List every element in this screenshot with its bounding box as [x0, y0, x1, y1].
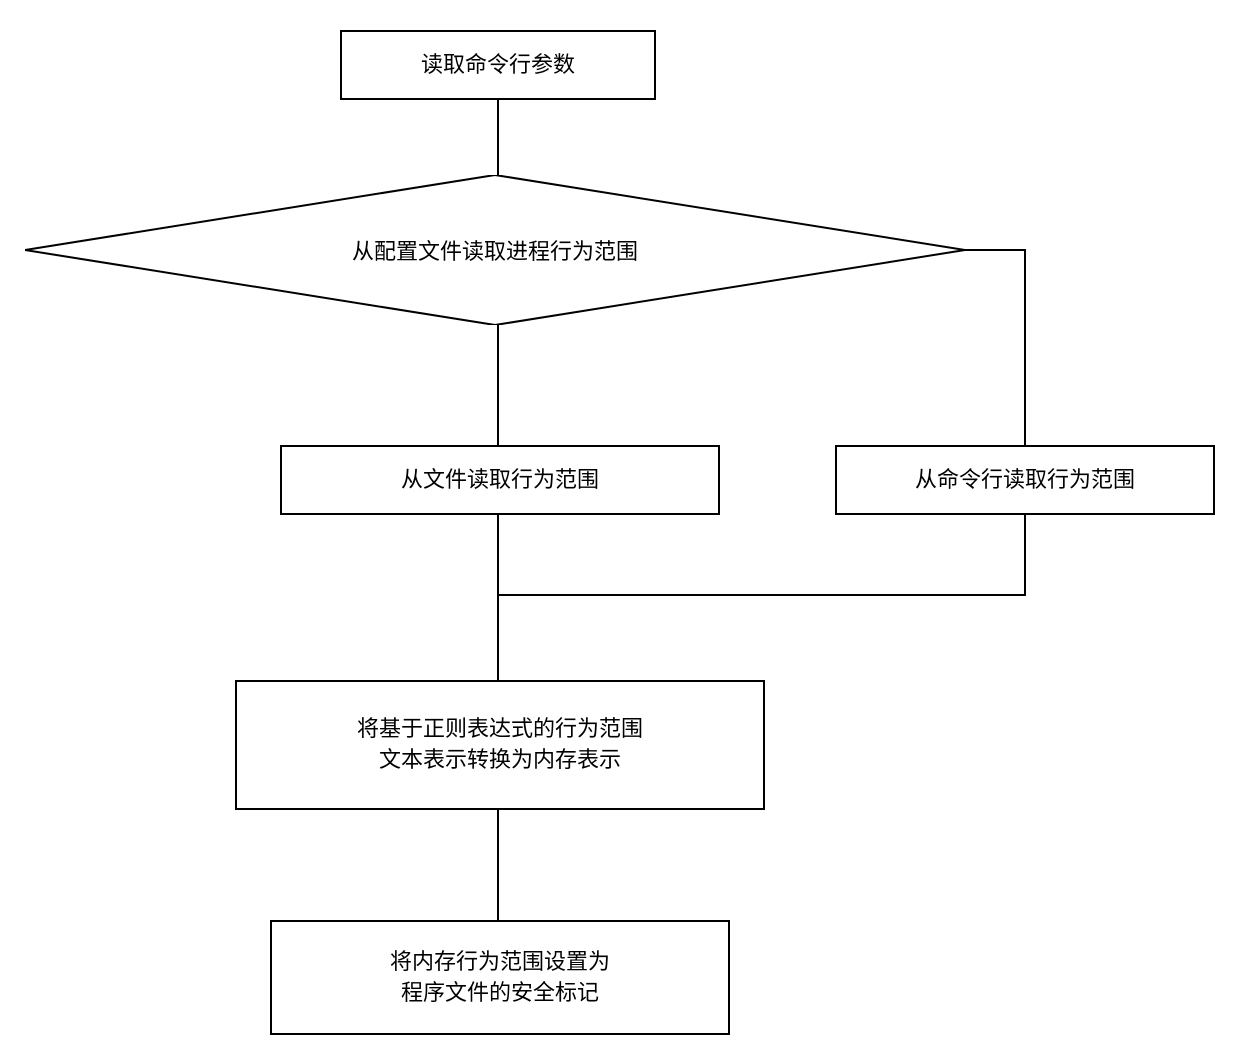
node-label: 从命令行读取行为范围	[915, 465, 1135, 496]
flowchart-node-set-security-mark: 将内存行为范围设置为 程序文件的安全标记	[270, 920, 730, 1035]
node-label: 将基于正则表达式的行为范围 文本表示转换为内存表示	[357, 714, 643, 776]
flowchart-node-read-config-decision: 从配置文件读取进程行为范围	[25, 175, 965, 325]
flowchart-node-read-from-cmdline: 从命令行读取行为范围	[835, 445, 1215, 515]
flowchart-node-convert-regex: 将基于正则表达式的行为范围 文本表示转换为内存表示	[235, 680, 765, 810]
flowchart-node-read-cmdline: 读取命令行参数	[340, 30, 656, 100]
node-label: 读取命令行参数	[421, 50, 575, 81]
flowchart-node-read-from-file: 从文件读取行为范围	[280, 445, 720, 515]
node-label: 从配置文件读取进程行为范围	[352, 234, 638, 266]
node-label: 从文件读取行为范围	[401, 465, 599, 496]
flowchart-edges	[0, 0, 1240, 1055]
node-label: 将内存行为范围设置为 程序文件的安全标记	[390, 947, 610, 1009]
